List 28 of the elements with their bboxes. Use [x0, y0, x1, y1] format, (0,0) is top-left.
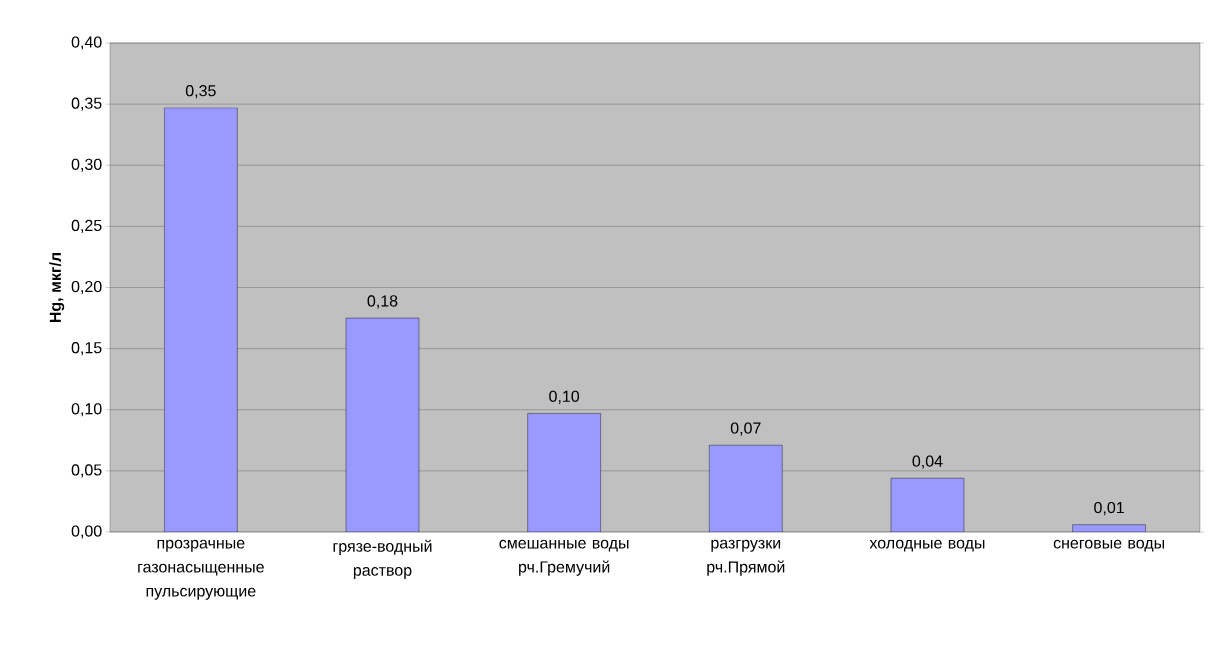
y-tick-label: 0,00: [71, 525, 102, 539]
y-tick-label: 0,05: [71, 464, 102, 478]
data-label: 0,10: [549, 390, 580, 404]
bar: [709, 445, 783, 532]
y-tick-label: 0,15: [71, 342, 102, 356]
bar: [890, 478, 965, 532]
y-tick-label: 0,40: [71, 36, 102, 50]
data-label: 0,35: [185, 85, 216, 99]
data-label: 0,04: [912, 455, 943, 469]
y-axis-title: Hg, мкг/л: [49, 252, 65, 323]
x-tick-label: холодные воды: [869, 539, 985, 552]
data-label: 0,01: [1094, 501, 1124, 516]
bar: [345, 317, 420, 532]
x-tick-label: грязе-водный раствор: [333, 539, 432, 579]
x-tick-label: снеговые воды: [1053, 539, 1165, 552]
y-tick-label: 0,25: [71, 219, 102, 233]
data-label: 0,18: [367, 295, 398, 309]
x-tick-label: разгрузки рч.Прямой: [707, 539, 785, 576]
x-tick-label: смешанные воды рч.Гремучий: [499, 539, 629, 576]
y-tick-label: 0,10: [71, 403, 102, 417]
data-label: 0,07: [730, 422, 761, 436]
x-tick-label: прозрачные газонасыщенные пульсирующие: [138, 539, 264, 600]
bar: [1072, 524, 1146, 532]
y-tick-label: 0,20: [71, 280, 102, 295]
bar: [527, 413, 601, 532]
y-tick-label: 0,35: [71, 97, 102, 111]
y-tick-label: 0,30: [71, 158, 102, 172]
bar: [164, 107, 238, 532]
